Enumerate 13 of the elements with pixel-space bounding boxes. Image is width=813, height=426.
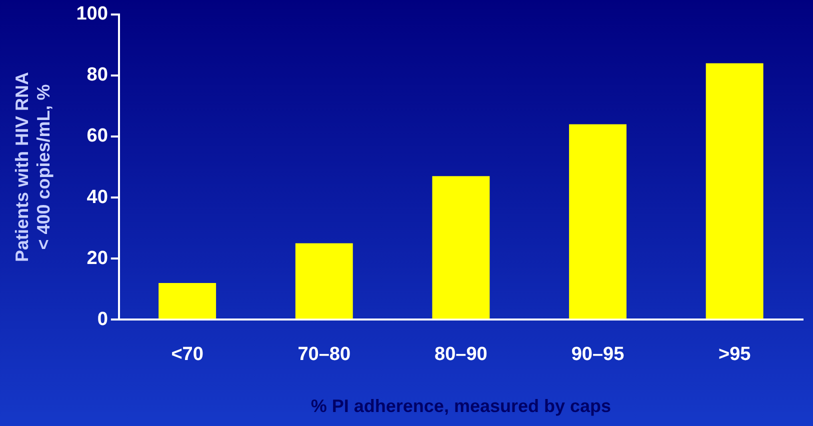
y-axis-title: Patients with HIV RNA < 400 copies/mL, %	[12, 72, 54, 262]
y-tick-label: 60	[86, 126, 108, 147]
x-tick-label: 80–90	[434, 344, 488, 366]
y-tick-label: 20	[86, 248, 108, 269]
y-tick-label: 0	[97, 308, 108, 330]
x-tick-label: 70–80	[298, 344, 351, 366]
y-tick-label: 100	[76, 4, 108, 25]
y-tick-label: 80	[86, 64, 108, 86]
y-tick-label: 40	[86, 186, 108, 208]
x-tick-label: 90–95	[571, 344, 625, 366]
x-tick-label: <70	[171, 344, 204, 366]
x-axis-title: % PI adherence, measured by caps	[310, 396, 612, 416]
x-tick-label: >95	[718, 344, 752, 366]
